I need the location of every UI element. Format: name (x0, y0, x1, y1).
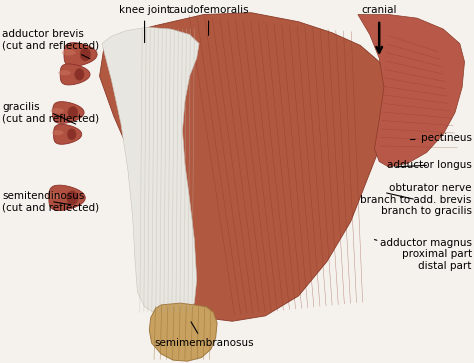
Polygon shape (358, 15, 465, 167)
Ellipse shape (58, 70, 71, 76)
Polygon shape (64, 43, 97, 66)
Ellipse shape (46, 193, 62, 199)
Ellipse shape (67, 129, 76, 140)
Text: adductor brevis
(cut and reflected): adductor brevis (cut and reflected) (2, 29, 100, 59)
Text: adductor magnus
proximal part
distal part: adductor magnus proximal part distal par… (374, 237, 472, 271)
Polygon shape (54, 125, 82, 144)
Ellipse shape (66, 191, 78, 205)
Text: adductor longus: adductor longus (387, 160, 472, 170)
Polygon shape (53, 102, 84, 123)
Polygon shape (49, 185, 85, 211)
Polygon shape (100, 13, 389, 321)
Ellipse shape (50, 108, 64, 114)
Text: pectineus: pectineus (410, 133, 472, 143)
Text: semitendinosus
(cut and reflected): semitendinosus (cut and reflected) (2, 191, 100, 212)
Ellipse shape (62, 50, 76, 56)
Polygon shape (60, 64, 90, 85)
Ellipse shape (80, 48, 91, 61)
Text: obturator nerve
branch to add. brevis
branch to gracilis: obturator nerve branch to add. brevis br… (360, 183, 472, 216)
Text: cranial: cranial (362, 5, 397, 16)
Text: knee joint: knee joint (118, 5, 171, 42)
Ellipse shape (52, 130, 64, 135)
Text: gracilis
(cut and reflected): gracilis (cut and reflected) (2, 102, 100, 124)
Ellipse shape (68, 107, 78, 118)
Text: semimembranosus: semimembranosus (154, 322, 254, 348)
Text: caudofemoralis: caudofemoralis (168, 5, 249, 35)
Ellipse shape (75, 69, 84, 80)
Polygon shape (149, 303, 217, 361)
Polygon shape (102, 27, 199, 316)
